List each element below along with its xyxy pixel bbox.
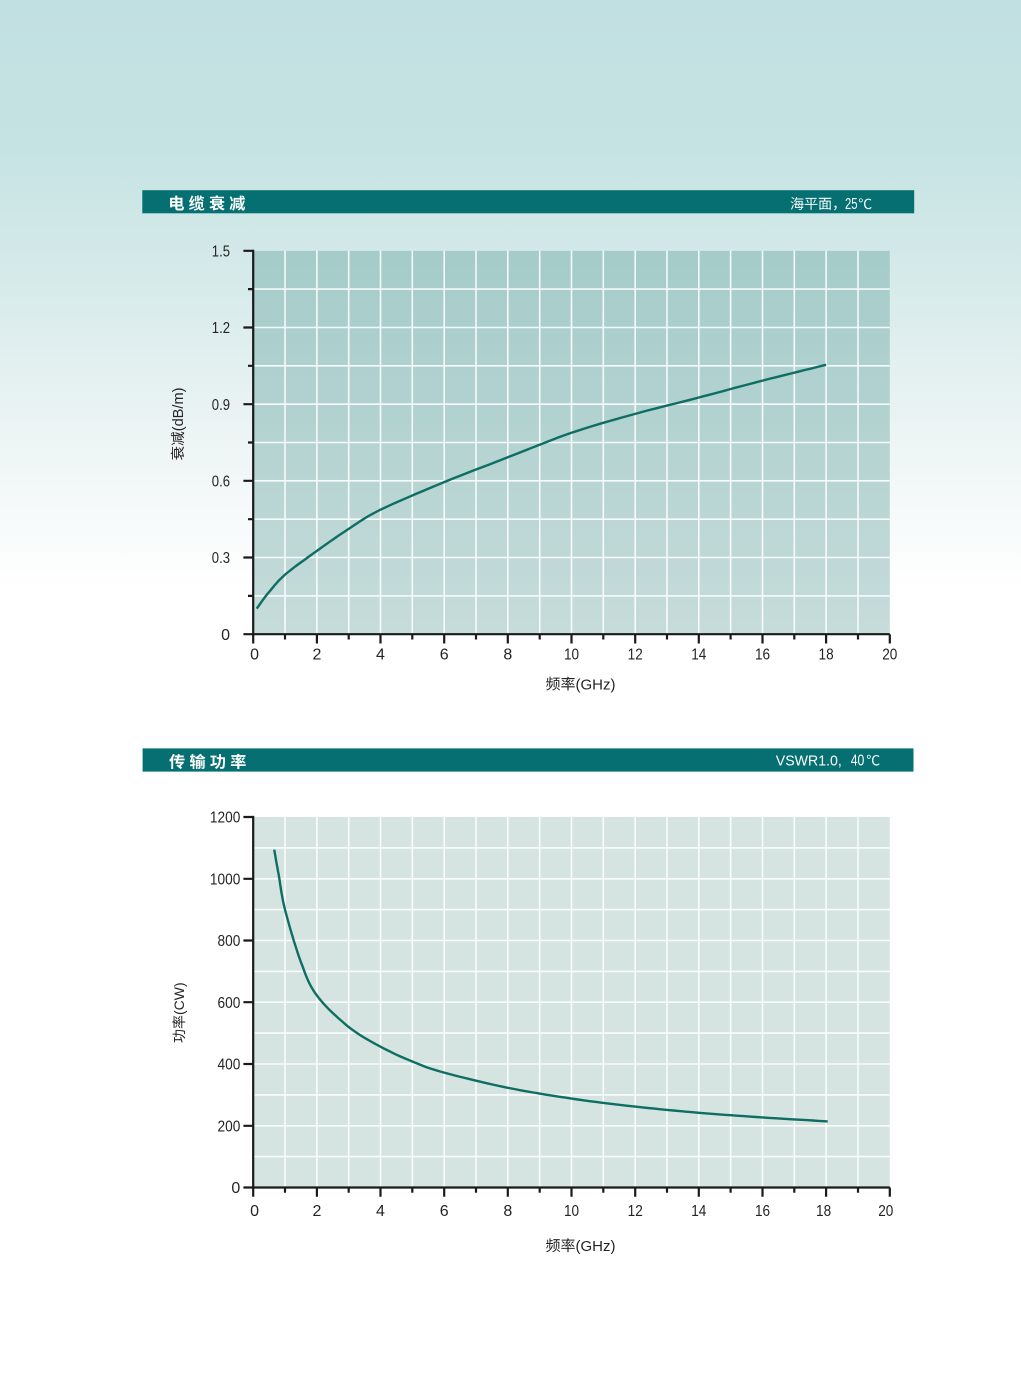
svg-text:0: 0 bbox=[221, 627, 230, 644]
svg-text:8: 8 bbox=[503, 646, 512, 663]
svg-text:10: 10 bbox=[564, 646, 579, 663]
svg-text:16: 16 bbox=[755, 1203, 770, 1220]
svg-text:800: 800 bbox=[218, 933, 241, 950]
svg-text:20: 20 bbox=[878, 1203, 893, 1220]
svg-text:1.5: 1.5 bbox=[212, 243, 230, 260]
svg-text:18: 18 bbox=[816, 1203, 831, 1220]
svg-text:1000: 1000 bbox=[210, 871, 240, 888]
svg-text:4: 4 bbox=[376, 646, 385, 663]
svg-text:12: 12 bbox=[628, 646, 643, 663]
svg-text:25: 25 bbox=[845, 196, 858, 213]
svg-text:400: 400 bbox=[218, 1057, 241, 1074]
svg-text:12: 12 bbox=[628, 1203, 643, 1220]
svg-text:(GHz): (GHz) bbox=[576, 1238, 616, 1255]
svg-text:10: 10 bbox=[564, 1203, 579, 1220]
svg-text:1.2: 1.2 bbox=[212, 320, 230, 337]
svg-text:20: 20 bbox=[882, 646, 897, 663]
svg-text:0.3: 0.3 bbox=[212, 550, 230, 567]
svg-text:0: 0 bbox=[250, 646, 259, 663]
svg-text:6: 6 bbox=[440, 646, 449, 663]
svg-text:0.9: 0.9 bbox=[212, 397, 230, 414]
svg-text:(GHz): (GHz) bbox=[576, 676, 616, 693]
svg-text:6: 6 bbox=[440, 1203, 449, 1220]
svg-text:200: 200 bbox=[218, 1118, 241, 1135]
svg-text:2: 2 bbox=[312, 646, 321, 663]
svg-text:1200: 1200 bbox=[210, 810, 240, 827]
svg-text:8: 8 bbox=[503, 1203, 512, 1220]
svg-text:0: 0 bbox=[231, 1180, 240, 1197]
svg-text:4: 4 bbox=[376, 1203, 385, 1220]
svg-text:(dB/m): (dB/m) bbox=[171, 388, 187, 432]
svg-text:14: 14 bbox=[691, 646, 706, 663]
svg-text:(CW): (CW) bbox=[171, 982, 187, 1015]
svg-text:VSWR1.0,: VSWR1.0, bbox=[776, 752, 842, 769]
svg-text:18: 18 bbox=[819, 646, 834, 663]
svg-text:0: 0 bbox=[250, 1203, 259, 1220]
svg-text:0.6: 0.6 bbox=[212, 473, 230, 490]
svg-text:16: 16 bbox=[755, 646, 770, 663]
svg-text:2: 2 bbox=[312, 1203, 321, 1220]
svg-text:600: 600 bbox=[218, 995, 241, 1012]
svg-text:14: 14 bbox=[691, 1203, 706, 1220]
svg-text:40: 40 bbox=[851, 753, 865, 770]
